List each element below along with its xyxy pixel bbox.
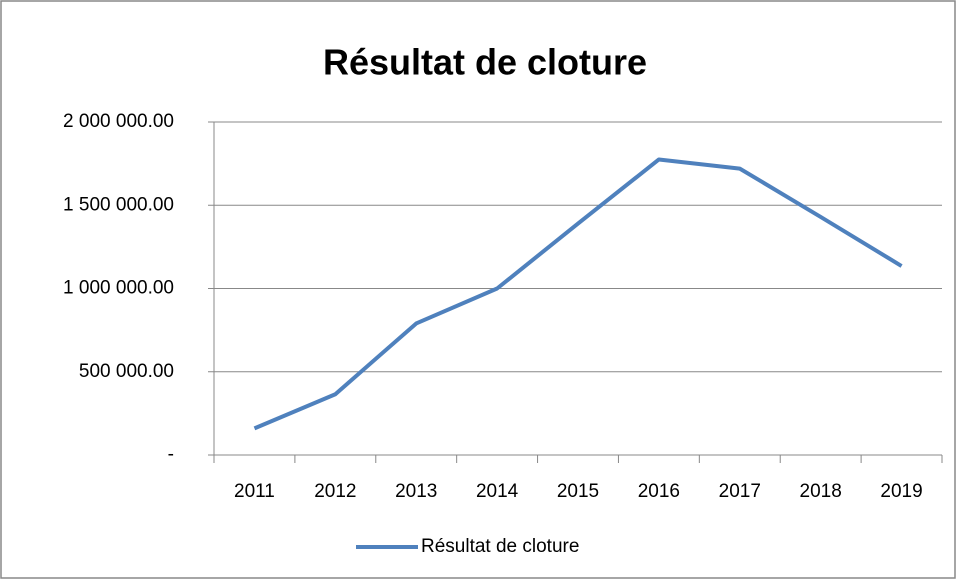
y-tick-label: 1 000 000.00	[63, 278, 174, 299]
x-tick-label: 2013	[395, 481, 437, 502]
y-tick-label: -	[168, 444, 174, 465]
x-tick-label: 2015	[557, 481, 599, 502]
x-tick-label: 2019	[880, 481, 922, 502]
x-tick-label: 2016	[638, 481, 680, 502]
y-tick-label: 2 000 000.00	[63, 111, 174, 132]
x-tick-label: 2014	[476, 481, 519, 502]
x-tick-label: 2017	[719, 481, 761, 502]
y-tick-label: 1 500 000.00	[63, 194, 174, 215]
x-tick-label: 2011	[234, 481, 275, 502]
chart-title: Résultat de cloture	[323, 42, 647, 83]
x-tick-label: 2018	[800, 481, 842, 502]
y-tick-label: 500 000.00	[79, 361, 174, 382]
legend-label: Résultat de cloture	[421, 536, 579, 557]
series-line	[253, 157, 903, 431]
x-tick-label: 2012	[314, 481, 356, 502]
